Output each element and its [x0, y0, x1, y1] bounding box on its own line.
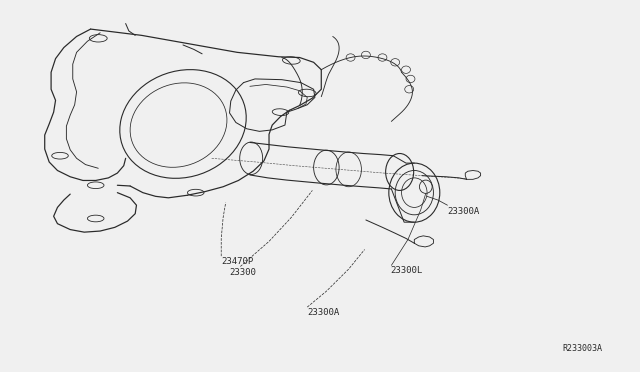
Text: 23300A: 23300A — [447, 207, 480, 217]
Text: R233003A: R233003A — [562, 344, 602, 353]
Text: 23470P: 23470P — [221, 257, 253, 266]
Text: 23300L: 23300L — [390, 266, 422, 275]
Text: 23300: 23300 — [230, 268, 257, 277]
Text: 23300A: 23300A — [307, 308, 339, 317]
